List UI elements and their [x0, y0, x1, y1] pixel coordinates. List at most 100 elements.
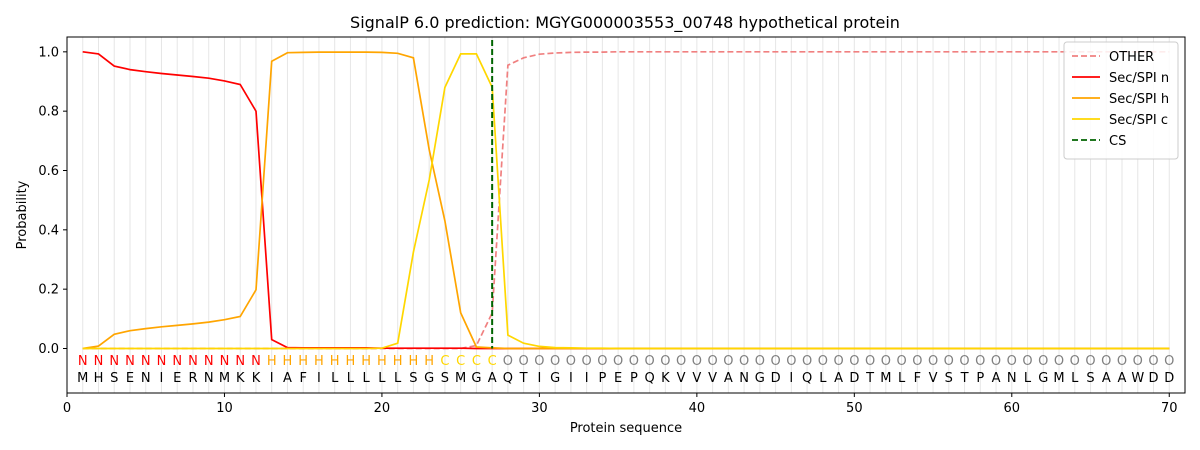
y-axis-label: Probability	[15, 180, 30, 249]
residue-letter: D	[771, 371, 781, 386]
residue-letter: L	[331, 371, 339, 386]
region-label: O	[582, 354, 592, 369]
region-label: O	[1133, 354, 1143, 369]
residue-letter: A	[1102, 371, 1111, 386]
residue-letter: S	[409, 371, 417, 386]
residue-letter: A	[834, 371, 843, 386]
legend-box	[1063, 41, 1179, 160]
region-label: O	[1117, 354, 1127, 369]
residue-letter: L	[378, 371, 386, 386]
residue-letter: I	[270, 371, 274, 386]
y-tick-label: 1.0	[38, 45, 59, 60]
residue-letter: L	[898, 371, 906, 386]
residue-letter: P	[976, 371, 984, 386]
region-label: H	[346, 354, 356, 369]
residue-letter: V	[929, 371, 938, 386]
residue-letter: L	[394, 371, 402, 386]
residue-letter: A	[488, 371, 497, 386]
region-label: O	[1022, 354, 1032, 369]
residue-letter: Q	[503, 371, 513, 386]
legend: OTHER Sec/SPI n Sec/SPI h Sec/SPI c CS	[1063, 41, 1179, 160]
residue-letter: V	[692, 371, 701, 386]
region-label: N	[78, 354, 88, 369]
y-tick-label: 0.0	[38, 342, 59, 357]
region-label: N	[220, 354, 230, 369]
region-label: N	[125, 354, 135, 369]
residue-letter: T	[519, 371, 528, 386]
region-label: C	[456, 354, 465, 369]
residue-letter: L	[347, 371, 355, 386]
residue-letter: E	[614, 371, 622, 386]
residue-letter: P	[598, 371, 606, 386]
region-label: O	[849, 354, 859, 369]
residue-letter: I	[537, 371, 541, 386]
region-label: N	[204, 354, 214, 369]
region-label: O	[912, 354, 922, 369]
residue-letter: D	[849, 371, 859, 386]
sequence-letters-layer: NMNHNSNENNNINENRNNNMNKNKHIHAHFHIHLHLHLHL…	[77, 354, 1174, 386]
residue-letter: L	[1071, 371, 1079, 386]
region-label: H	[361, 354, 371, 369]
residue-letter: V	[677, 371, 686, 386]
region-label: N	[109, 354, 119, 369]
legend-label: Sec/SPI c	[1109, 113, 1168, 128]
y-tick-label: 0.6	[38, 164, 59, 179]
y-tick-label: 0.2	[38, 283, 59, 298]
region-label: O	[755, 354, 765, 369]
region-label: O	[629, 354, 639, 369]
legend-label: Sec/SPI h	[1109, 92, 1169, 107]
region-label: O	[944, 354, 954, 369]
region-label: O	[613, 354, 623, 369]
region-label: O	[1054, 354, 1064, 369]
residue-letter: G	[424, 371, 434, 386]
residue-letter: I	[160, 371, 164, 386]
chart-title: SignalP 6.0 prediction: MGYG000003553_00…	[350, 13, 900, 33]
residue-letter: S	[945, 371, 953, 386]
region-label: O	[1085, 354, 1095, 369]
residue-letter: F	[914, 371, 921, 386]
region-label: O	[1007, 354, 1017, 369]
x-tick-label: 10	[216, 401, 233, 416]
region-label: O	[802, 354, 812, 369]
residue-letter: G	[1038, 371, 1048, 386]
residue-letter: S	[110, 371, 118, 386]
region-label: N	[94, 354, 104, 369]
plot-frame	[66, 36, 1186, 394]
region-label: H	[330, 354, 340, 369]
region-label: N	[188, 354, 198, 369]
region-label: O	[770, 354, 780, 369]
legend-label: OTHER	[1109, 50, 1154, 65]
region-label: O	[550, 354, 560, 369]
x-axis-label: Protein sequence	[570, 421, 682, 436]
region-label: O	[991, 354, 1001, 369]
residue-letter: E	[173, 371, 181, 386]
region-label: H	[314, 354, 324, 369]
region-label: O	[959, 354, 969, 369]
residue-letter: K	[252, 371, 261, 386]
x-tick-label: 20	[374, 401, 391, 416]
residue-letter: I	[585, 371, 589, 386]
residue-letter: S	[1086, 371, 1094, 386]
legend-label: Sec/SPI n	[1109, 71, 1169, 86]
region-label: O	[597, 354, 607, 369]
region-label: O	[881, 354, 891, 369]
residue-letter: M	[455, 371, 466, 386]
region-label: O	[1148, 354, 1158, 369]
region-label: O	[723, 354, 733, 369]
series-layer	[82, 39, 1170, 350]
region-label: O	[534, 354, 544, 369]
residue-letter: A	[724, 371, 733, 386]
region-label: O	[1038, 354, 1048, 369]
x-tick-label: 30	[531, 401, 548, 416]
region-label: C	[488, 354, 497, 369]
x-tick-label: 60	[1004, 401, 1021, 416]
region-label: H	[267, 354, 277, 369]
region-label: O	[833, 354, 843, 369]
region-label: N	[251, 354, 261, 369]
region-label: H	[283, 354, 293, 369]
residue-letter: A	[1118, 371, 1127, 386]
series-line-sec-spi-c	[82, 53, 1170, 350]
residue-letter: M	[77, 371, 88, 386]
residue-letter: Q	[802, 371, 812, 386]
